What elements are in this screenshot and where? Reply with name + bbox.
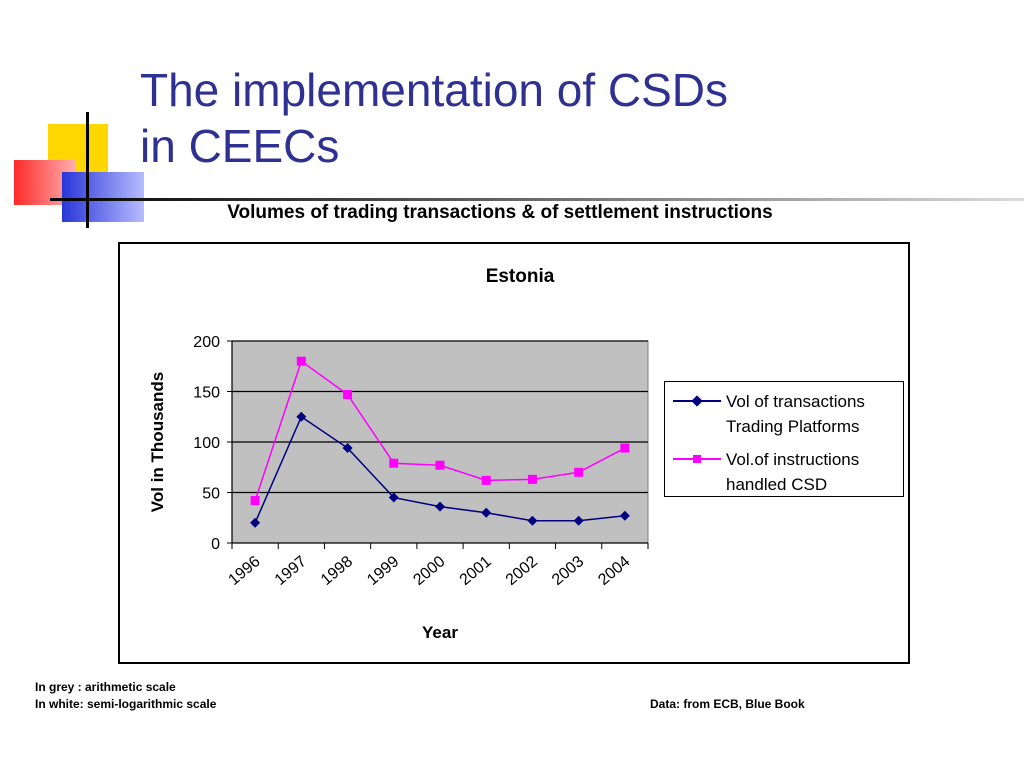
x-tick-label: 2002 — [503, 553, 541, 589]
series-1-point — [619, 510, 630, 521]
x-tick-label: 2000 — [410, 553, 448, 589]
note-arithmetic-scale: In grey : arithmetic scale — [35, 680, 176, 694]
legend-square-marker — [693, 455, 701, 463]
legend-label-series-1-line2: Trading Platforms — [726, 417, 860, 436]
x-tick-label: 1997 — [272, 553, 310, 589]
chart-frame: Estonia 0 50 100 150 200 1996 1997 1998 1999 200… — [118, 242, 910, 664]
series-2-point — [389, 458, 399, 468]
series-1-point — [250, 517, 261, 528]
decor-blue-block — [62, 172, 144, 222]
series-1-point — [527, 515, 538, 526]
series-2-point — [574, 467, 584, 477]
note-semilog-scale: In white: semi-logarithmic scale — [35, 697, 217, 711]
x-tick-label: 1999 — [364, 553, 402, 589]
series-2-point — [250, 496, 260, 506]
series-1-point — [388, 492, 399, 503]
x-tick-label: 1998 — [318, 553, 356, 589]
decor-vertical-line — [86, 112, 89, 228]
decor-horizontal-line — [50, 198, 1024, 201]
series-2-point — [620, 443, 630, 453]
slide-title: The implementation of CSDs in CEECs — [140, 62, 728, 174]
series-2-point — [481, 475, 491, 485]
x-tick-label: 1996 — [225, 553, 263, 589]
axes — [227, 340, 649, 549]
y-tick-labels: 0 50 100 150 200 — [193, 334, 220, 553]
gridlines — [232, 340, 648, 494]
x-tick-label: 2003 — [549, 553, 587, 589]
chart-subtitle: Volumes of trading transactions & of set… — [227, 202, 773, 223]
series-2-point — [343, 390, 353, 400]
y-tick-label: 0 — [211, 536, 220, 553]
series-1-point — [573, 515, 584, 526]
x-axis-label: Year — [422, 623, 458, 642]
chart-title: Estonia — [486, 266, 555, 287]
x-tick-label: 2004 — [595, 553, 633, 589]
series-1-point — [342, 443, 353, 454]
series-2-point — [527, 474, 537, 484]
legend: Vol of transactions Trading Platforms Vo… — [664, 381, 904, 497]
data-source-note: Data: from ECB, Blue Book — [650, 697, 805, 711]
series-2-point — [296, 356, 306, 366]
series-1-point — [481, 507, 492, 518]
y-tick-label: 200 — [193, 334, 220, 351]
series-1-point — [296, 411, 307, 422]
slide-title-line2: in CEECs — [140, 120, 340, 172]
y-tick-label: 100 — [193, 435, 220, 452]
series-1-point — [435, 501, 445, 512]
y-tick-label: 150 — [193, 385, 220, 402]
x-tick-labels: 1996 1997 1998 1999 2000 2001 2002 2003 2004 — [225, 553, 633, 589]
legend-label-series-1-line1: Vol of transactions — [726, 392, 865, 411]
legend-label-series-2-line1: Vol.of instructions — [726, 450, 860, 469]
x-tick-label: 2001 — [457, 553, 495, 589]
series-layer — [250, 356, 630, 528]
series-2-point — [435, 460, 445, 470]
y-axis-label: Vol in Thousands — [148, 372, 167, 512]
slide-title-line1: The implementation of CSDs — [140, 64, 729, 116]
y-tick-label: 50 — [202, 486, 220, 503]
legend-diamond-marker — [691, 395, 703, 407]
legend-label-series-2-line2: handled CSD — [726, 475, 828, 494]
